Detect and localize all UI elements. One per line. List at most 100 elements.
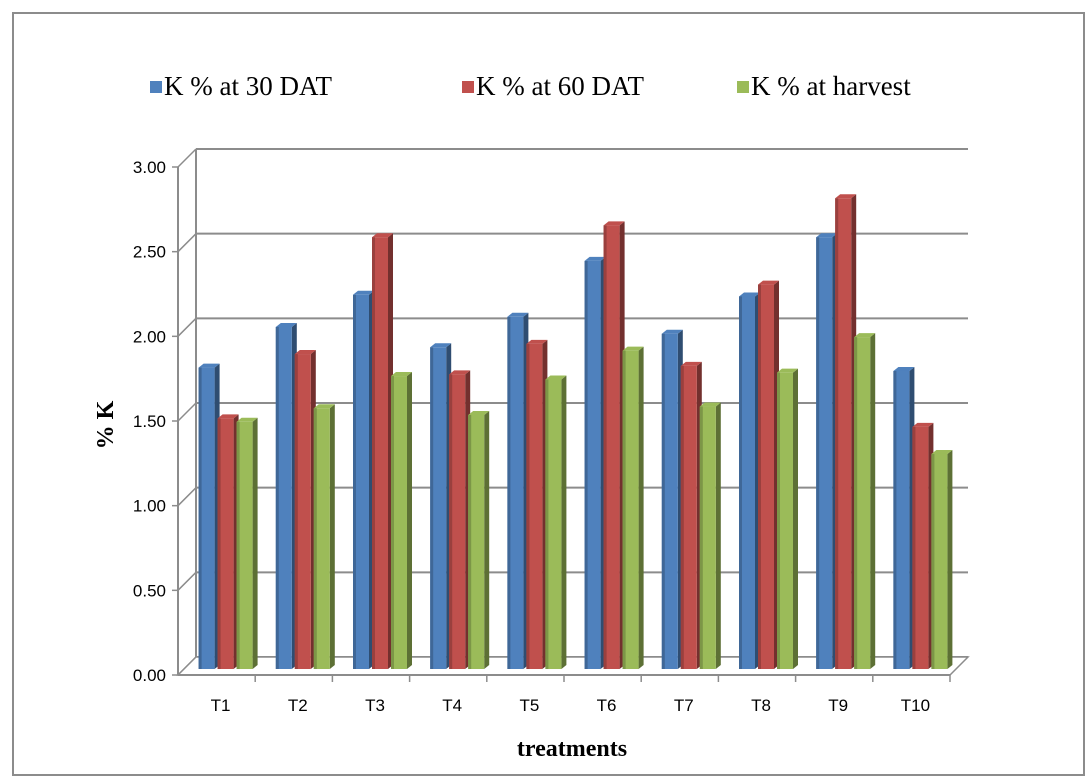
- bar-front: [854, 337, 871, 669]
- bar-shade: [835, 198, 839, 669]
- bar: [313, 404, 335, 669]
- legend-swatch: [150, 81, 162, 93]
- bar-top: [217, 414, 239, 419]
- gridline-depth: [177, 148, 197, 168]
- bar-top: [835, 194, 857, 199]
- bar-front: [372, 237, 388, 669]
- bar-top: [526, 339, 548, 344]
- y-tick-label: 1.50: [133, 412, 166, 431]
- bar-top: [699, 402, 721, 407]
- bar: [430, 343, 452, 669]
- legend-label: K % at 60 DAT: [476, 71, 644, 101]
- bar-shade: [912, 426, 916, 669]
- bar-front: [680, 365, 697, 669]
- bar-shade: [584, 260, 588, 669]
- bar-shade: [353, 294, 356, 669]
- bar-top: [893, 366, 915, 371]
- y-tick-label: 1.00: [133, 497, 166, 516]
- bar: [739, 292, 760, 669]
- bar-front: [217, 418, 234, 669]
- bar-shade: [661, 333, 665, 669]
- bar-front: [275, 326, 292, 669]
- bar-shade: [449, 374, 453, 669]
- bar-top: [816, 233, 838, 238]
- bars: [198, 194, 953, 669]
- bar-top: [854, 333, 876, 338]
- y-tick-label: 0.00: [133, 666, 166, 685]
- bar: [661, 329, 683, 669]
- bar-shade: [526, 343, 530, 669]
- bar-top: [275, 322, 297, 327]
- bar-top: [912, 422, 934, 427]
- bar: [816, 233, 838, 669]
- bar-top: [603, 221, 625, 226]
- x-tick-label: T3: [365, 696, 385, 715]
- x-tick-label: T8: [751, 696, 771, 715]
- bar-shade: [217, 418, 221, 669]
- bar-front: [893, 370, 910, 669]
- bar-shade: [739, 296, 742, 669]
- bar-shade: [430, 347, 434, 669]
- bar-top: [777, 368, 798, 373]
- bar: [854, 333, 876, 669]
- bar-front: [622, 350, 639, 669]
- bar: [372, 233, 393, 669]
- bar-side: [561, 375, 567, 669]
- bar-top: [198, 363, 220, 368]
- bar-shade: [275, 326, 279, 669]
- bar-side: [252, 417, 258, 669]
- x-tick-label: T1: [211, 696, 231, 715]
- bar: [835, 194, 857, 669]
- x-tick-label: T5: [519, 696, 539, 715]
- bar: [391, 372, 412, 669]
- bar-top: [584, 256, 606, 261]
- bar-top: [622, 346, 644, 351]
- y-tick-label: 2.00: [133, 327, 166, 346]
- bar-shade: [294, 354, 298, 669]
- bar-shade: [854, 337, 858, 669]
- gridline-depth: [177, 317, 197, 337]
- bar-front: [603, 225, 620, 669]
- y-tick-label: 3.00: [133, 158, 166, 177]
- bar-top: [739, 292, 760, 297]
- bar-shade: [777, 372, 780, 669]
- bar: [294, 350, 316, 669]
- bar-side: [793, 368, 798, 669]
- gridline-depth: [177, 233, 197, 253]
- bar: [603, 221, 625, 669]
- bar-top: [353, 290, 374, 295]
- bar: [931, 449, 953, 669]
- bar-side: [638, 346, 644, 669]
- bar: [236, 417, 258, 669]
- x-axis-title: treatments: [517, 736, 627, 762]
- bar-shade: [680, 365, 684, 669]
- bar-shade: [931, 453, 935, 669]
- bar-top: [372, 233, 393, 238]
- bar: [680, 361, 702, 669]
- bar-shade: [758, 284, 761, 669]
- bar-side: [484, 411, 490, 669]
- bar: [545, 375, 567, 669]
- bar-front: [353, 294, 369, 669]
- x-tick-label: T6: [597, 696, 617, 715]
- bar-front: [912, 426, 929, 669]
- gridline-depth: [177, 402, 197, 422]
- bar-front: [699, 406, 716, 669]
- bar: [353, 290, 374, 669]
- bar-front: [816, 237, 833, 669]
- bar-top: [545, 375, 567, 380]
- bar-shade: [236, 421, 240, 669]
- bar: [893, 366, 915, 669]
- legend-swatch: [462, 81, 474, 93]
- bar-front: [294, 354, 311, 669]
- bar-top: [507, 312, 529, 317]
- bar-shade: [603, 225, 607, 669]
- bar-front: [739, 296, 755, 669]
- bar: [526, 339, 548, 669]
- bar-top: [313, 404, 335, 409]
- bar-shade: [507, 316, 511, 669]
- x-tick-label: T4: [442, 696, 462, 715]
- bar-shade: [372, 237, 375, 669]
- bar-shade: [699, 406, 703, 669]
- bar-front: [777, 372, 793, 669]
